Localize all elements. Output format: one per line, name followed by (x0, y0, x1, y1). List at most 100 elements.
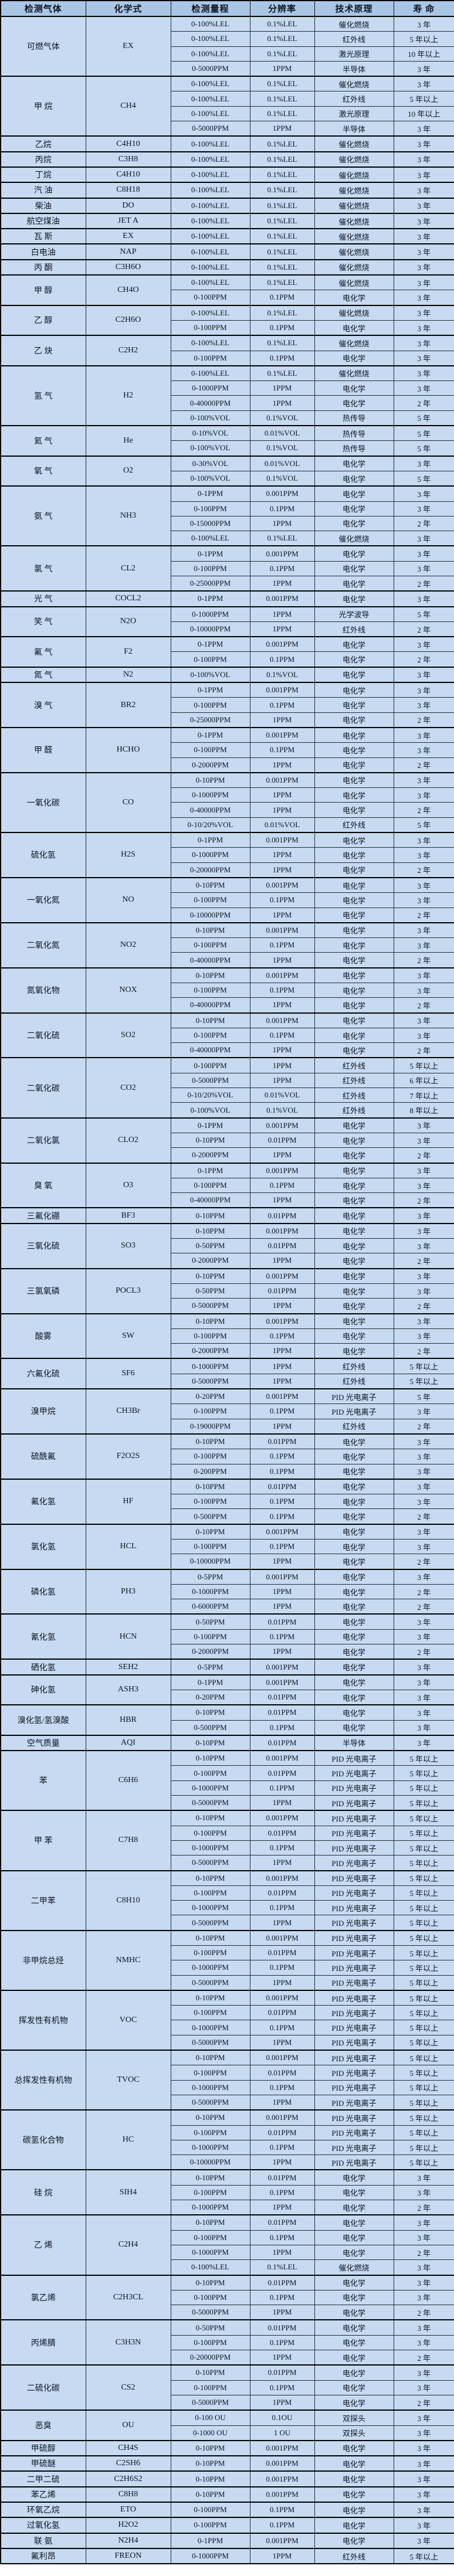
principle-cell: PID 光电离子 (314, 2125, 394, 2140)
principle-cell: 电化学 (314, 2319, 394, 2336)
formula-cell: AQI (85, 1734, 171, 1751)
range-cell: 0-20000PPM (170, 2350, 250, 2366)
header-row: 检测气体 化学式 检测量程 分辨率 技术原理 寿 命 (0, 0, 454, 17)
lifespan-cell: 3 年 (393, 274, 454, 291)
resolution-cell: 1PPM (249, 847, 315, 863)
principle-cell: PID 光电离子 (314, 2139, 394, 2156)
resolution-cell: 0.01PPM (249, 1945, 315, 1961)
range-cell: 0-100%VOL (170, 410, 250, 426)
formula-cell: JET A (85, 212, 171, 229)
principle-cell: 催化燃烧 (314, 259, 394, 276)
resolution-cell: 0.01PPM (249, 1433, 315, 1450)
principle-cell: 催化燃烧 (314, 212, 394, 229)
principle-cell: 电化学 (314, 757, 394, 773)
principle-cell: PID 光电离子 (314, 2005, 394, 2021)
table-row: 0-15000PPM 1PPM 电化学 2 年 (1, 515, 454, 532)
range-cell: 0-6000PPM (170, 1599, 250, 1615)
column-header-resolution: 分辨率 (249, 0, 315, 17)
principle-cell: PID 光电离子 (314, 1825, 394, 1841)
principle-cell: PID 光电离子 (314, 2065, 394, 2081)
principle-cell: 电化学 (314, 772, 394, 789)
resolution-cell: 1PPM (249, 1057, 315, 1073)
lifespan-cell: 3 年 (393, 2425, 454, 2441)
principle-cell: 电化学 (314, 1027, 394, 1044)
resolution-cell: 0.01PPM (249, 1689, 315, 1705)
table-row: 0-40000PPM 1PPM 电化学 2 年 (1, 997, 454, 1014)
principle-cell: 催化燃烧 (314, 16, 394, 32)
resolution-cell: 0.001PPM (249, 772, 315, 789)
principle-cell: 电化学 (314, 2184, 394, 2201)
formula-cell: C3H6O (85, 259, 171, 276)
lifespan-cell: 2 年 (393, 651, 454, 668)
principle-cell: 双探头 (314, 2410, 394, 2426)
gas-name-cell: 硫酰氟 (0, 1433, 86, 1480)
lifespan-cell: 3 年 (393, 772, 454, 789)
principle-cell: 电化学 (314, 967, 394, 983)
range-cell: 0-1000PPM (170, 1960, 250, 1976)
principle-cell: PID 光电离子 (314, 1765, 394, 1781)
range-cell: 0-100PPM (170, 2517, 250, 2534)
principle-cell: 电化学 (314, 1568, 394, 1585)
resolution-cell: 0.1%LEL (249, 335, 315, 351)
lifespan-cell: 2 年 (393, 1298, 454, 1314)
principle-cell: 电化学 (314, 997, 394, 1014)
resolution-cell: 0.001PPM (249, 2486, 315, 2503)
range-cell: 0-1000PPM (170, 1900, 250, 1916)
range-cell: 0-10PPM (170, 2214, 250, 2231)
lifespan-cell: 3 年 (393, 2364, 454, 2381)
principle-cell: 电化学 (314, 712, 394, 728)
formula-cell: PH3 (85, 1568, 171, 1615)
principle-cell: 红外线 (314, 31, 394, 47)
table-row: 硅 烷 SIH4 0-10PPM 0.01PPM 电化学 3 年 (0, 2169, 454, 2215)
table-row: 0-100PPM 0.1PPM 电化学 3 年 (1, 697, 454, 713)
lifespan-cell: 3 年 (393, 182, 454, 199)
principle-cell: 半导体 (314, 60, 394, 77)
table-row: 0-100PPM 0.01PPM PID 光电离子 5 年以上 (1, 1885, 454, 1901)
table-row: 0-100%VOL 0.1%VOL 红外线 8 年以上 (1, 1102, 454, 1119)
table-row: 0-1000 OU 1 OU 双探头 3 年 (1, 2425, 454, 2441)
principle-cell: 电化学 (314, 907, 394, 923)
principle-cell: 电化学 (314, 1132, 394, 1148)
table-row: 0-5000PPM 1PPM 红外线 6 年以上 (1, 1072, 454, 1089)
range-cell: 0-10PPM (170, 1734, 250, 1751)
lifespan-cell: 7 年以上 (393, 1088, 454, 1103)
table-row: 氟 气 F2 0-1PPM 0.001PPM 电化学 3 年 (0, 636, 454, 668)
range-cell: 0-5000PPM (170, 1298, 250, 1314)
range-cell: 0-200PPM (170, 1463, 250, 1480)
lifespan-cell: 3 年 (393, 636, 454, 653)
table-row: 可燃气体 EX 0-100%LEL 0.1%LEL 催化燃烧 3 年 (0, 15, 454, 77)
principle-cell: 电化学 (314, 1313, 394, 1329)
principle-cell: 红外线 (314, 1088, 394, 1103)
range-cell: 0-100PPM (170, 560, 250, 576)
principle-cell: 电化学 (314, 1478, 394, 1495)
gas-name-cell: 瓦 斯 (0, 228, 86, 244)
lifespan-cell: 3 年 (393, 1449, 454, 1464)
gas-name-cell: 恶臭 (0, 2410, 86, 2441)
principle-cell: 电化学 (314, 787, 394, 803)
range-cell: 0-1PPM (170, 485, 250, 502)
resolution-cell: 0.1%VOL (249, 470, 315, 487)
principle-cell: 催化燃烧 (314, 151, 394, 168)
lifespan-cell: 3 年 (393, 1568, 454, 1585)
lifespan-cell: 5 年以上 (393, 1885, 454, 1901)
range-cell: 0-2000PPM (170, 1644, 250, 1660)
formula-cell: H2 (85, 365, 171, 426)
formula-cell: HF (85, 1478, 171, 1525)
table-row: 0-100PPM 0.1PPM 电化学 3 年 (1, 892, 454, 908)
lifespan-cell: 3 年 (393, 1659, 454, 1676)
resolution-cell: 0.1%VOL (249, 666, 315, 683)
range-cell: 0-100%LEL (170, 182, 250, 199)
gas-name-cell: 空气质量 (0, 1734, 86, 1751)
table-row: 苯乙烯 C8H8 0-10PPM 0.001PPM 电化学 3 年 (0, 2486, 454, 2503)
formula-cell: COCL2 (85, 590, 171, 607)
resolution-cell: 0.1%VOL (249, 410, 315, 426)
range-cell: 0-10%VOL (170, 425, 250, 441)
lifespan-cell: 3 年 (393, 892, 454, 908)
lifespan-cell: 3 年 (393, 2230, 454, 2245)
gas-name-cell: 溴 气 (0, 682, 86, 728)
range-cell: 0-2000PPM (170, 1343, 250, 1359)
table-row: 0-1000PPM 0.1PPM PID 光电离子 5 年以上 (1, 2139, 454, 2156)
range-cell: 0-100%LEL (170, 274, 250, 291)
table-row: 二硫化碳 CS2 0-10PPM 0.01PPM 电化学 3 年 (0, 2364, 454, 2411)
